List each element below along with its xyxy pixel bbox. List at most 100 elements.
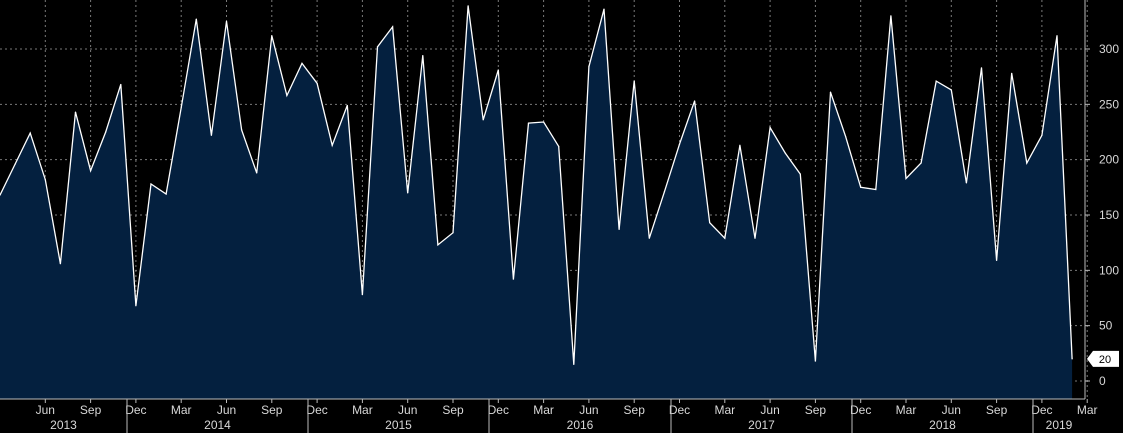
year-label: 2014	[204, 418, 231, 432]
data-point	[74, 111, 77, 113]
last-value-label: 20	[1099, 354, 1111, 366]
data-point	[210, 134, 212, 136]
x-tick-label: Jun	[398, 403, 417, 417]
data-point	[996, 259, 998, 261]
data-point	[980, 67, 983, 69]
data-point	[437, 244, 439, 246]
data-point	[105, 131, 107, 133]
x-tick-label: Sep	[261, 403, 283, 417]
data-point	[890, 15, 892, 17]
data-point	[1026, 162, 1028, 164]
area-fill	[0, 5, 1073, 400]
data-point	[422, 55, 424, 57]
x-tick-label: Dec	[850, 403, 871, 417]
data-point	[14, 163, 16, 165]
data-point	[905, 177, 907, 180]
y-tick-label: 300	[1099, 42, 1119, 56]
year-label: 2016	[567, 418, 594, 432]
data-point	[195, 18, 197, 20]
data-point	[286, 94, 288, 97]
x-tick-label: Dec	[488, 403, 509, 417]
data-point	[135, 305, 137, 307]
data-point	[225, 20, 228, 22]
data-point	[814, 360, 817, 362]
data-point	[150, 183, 152, 185]
x-tick-label: Mar	[533, 403, 554, 417]
last-value-badge	[1087, 350, 1119, 367]
data-point	[648, 237, 650, 239]
data-point	[935, 80, 937, 82]
x-tick-label: Sep	[986, 403, 1008, 417]
data-point	[950, 89, 952, 91]
x-axis: Jun Sep Dec Mar Jun Sep Dec Mar Jun Sep Dec Mar Jun S…	[0, 398, 1098, 433]
x-tick-label: Sep	[624, 403, 646, 417]
series-line	[0, 5, 1073, 365]
data-point	[724, 237, 726, 239]
year-label: 2017	[748, 418, 775, 432]
data-point	[90, 170, 92, 172]
data-point	[120, 83, 122, 86]
data-point	[0, 194, 1, 196]
data-point	[709, 222, 711, 224]
data-point	[392, 26, 394, 28]
data-point	[1056, 35, 1058, 37]
x-tick-label: Jun	[217, 403, 236, 417]
x-tick-label: Mar	[352, 403, 373, 417]
data-point	[497, 69, 499, 71]
x-tick-label: Dec	[669, 403, 690, 417]
y-tick-label: 0	[1099, 374, 1106, 388]
data-point	[361, 294, 363, 296]
y-tick-label: 200	[1099, 153, 1119, 167]
y-tick-label: 250	[1099, 97, 1119, 111]
x-tick-label: Mar	[1077, 403, 1098, 417]
y-tick-label: 50	[1099, 319, 1113, 333]
data-point	[769, 126, 771, 129]
x-tick-label: Sep	[805, 403, 827, 417]
data-point	[663, 191, 666, 193]
data-point	[407, 192, 409, 194]
data-point	[256, 172, 258, 174]
data-point	[558, 145, 560, 147]
year-label: 2018	[929, 418, 956, 432]
data-point	[845, 135, 847, 138]
data-point	[316, 82, 318, 84]
data-point	[346, 104, 348, 107]
data-point	[527, 122, 530, 124]
data-point	[875, 188, 877, 191]
data-point	[829, 91, 832, 93]
data-point	[603, 8, 605, 10]
x-tick-label: Dec	[1031, 403, 1052, 417]
plot-area	[0, 5, 1073, 400]
data-point	[618, 228, 620, 230]
data-point	[44, 178, 46, 181]
x-tick-label: Mar	[896, 403, 917, 417]
data-point	[1041, 134, 1043, 136]
x-tick-label: Jun	[36, 403, 55, 417]
x-tick-label: Dec	[125, 403, 146, 417]
data-point	[180, 107, 182, 109]
x-tick-label: Mar	[714, 403, 735, 417]
data-point	[301, 62, 303, 64]
x-tick-label: Jun	[760, 403, 779, 417]
x-tick-label: Sep	[442, 403, 464, 417]
data-point	[376, 46, 379, 48]
data-point	[754, 237, 756, 239]
data-point	[784, 152, 786, 154]
data-point	[678, 143, 681, 145]
data-point	[29, 132, 31, 134]
x-tick-label: Mar	[171, 403, 192, 417]
data-point	[694, 100, 696, 102]
data-point	[739, 144, 741, 146]
data-point	[799, 173, 801, 175]
year-label: 2013	[50, 418, 77, 432]
data-point	[271, 35, 273, 37]
year-label: 2019	[1046, 418, 1073, 432]
data-point	[331, 144, 333, 146]
year-label: 2015	[385, 418, 412, 432]
data-point	[165, 193, 167, 195]
data-point	[965, 182, 968, 184]
x-tick-label: Jun	[942, 403, 961, 417]
data-point	[588, 66, 590, 68]
data-point	[59, 263, 62, 265]
